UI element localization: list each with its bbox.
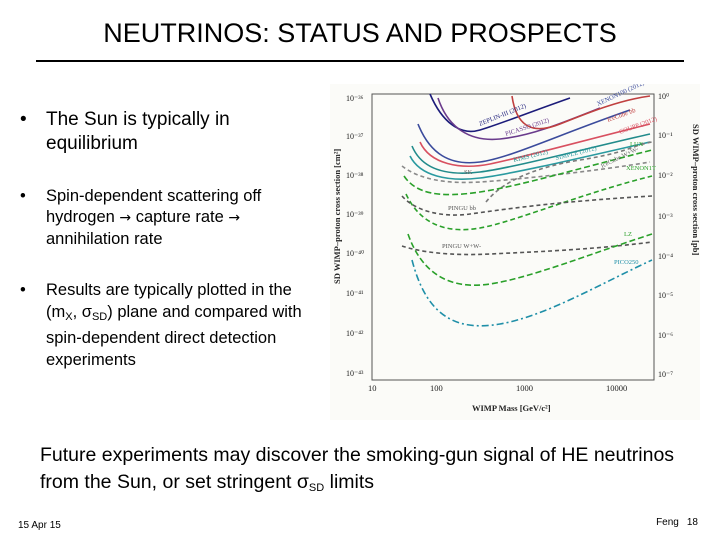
y-right-tick-labels: 10⁰ 10⁻¹ 10⁻² 10⁻³ 10⁻⁴ 10⁻⁵ 10⁻⁶ 10⁻⁷	[658, 92, 673, 379]
bullet-text: The Sun is typically in equilibrium	[46, 109, 230, 154]
arrow-icon: →	[119, 210, 132, 226]
simple-curve	[409, 141, 651, 180]
slide-title: NEUTRINOS: STATUS AND PROSPECTS	[103, 18, 617, 48]
page-number: 18	[686, 517, 698, 528]
y-right-tick-label: 10⁻¹	[658, 131, 673, 140]
pingu-bb-curve	[401, 195, 653, 216]
y-left-tick-label: 10⁻³⁸	[346, 171, 364, 180]
subscript: X	[65, 310, 73, 323]
conclusion-line: limits	[324, 471, 375, 493]
bullet-text: annihilation rate	[46, 230, 163, 248]
x-axis-title: WIMP Mass [GeV/c²]	[472, 403, 551, 413]
bullet-list: • The Sun is typically in equilibrium • …	[20, 108, 320, 371]
bullet-text: capture rate	[131, 208, 229, 226]
y-left-axis-title: SD WIMP–proton cross section [cm²]	[332, 149, 342, 284]
lz-curve	[407, 233, 653, 286]
bullet-dot: •	[20, 281, 26, 299]
y-left-tick-label: 10⁻³⁹	[346, 210, 364, 219]
lz-label: LZ	[624, 231, 632, 238]
super-k-label: SK	[464, 169, 473, 176]
bullet-dot: •	[20, 187, 26, 205]
arrow-icon: →	[228, 210, 241, 226]
lux-label: LUX	[630, 141, 644, 148]
subscript: SD	[91, 310, 108, 323]
title-rule	[36, 60, 684, 62]
icecube-ww-curve	[485, 141, 653, 203]
kims-curve	[411, 133, 651, 174]
pingu-ww-label: PINGU W+W-	[442, 243, 481, 250]
footer-author: Feng	[656, 517, 679, 528]
x-tick-label: 1000	[516, 383, 533, 393]
footer-author-page: Feng 18	[656, 517, 698, 528]
x-tick-label: 10	[368, 383, 377, 393]
bullet-text: Spin-dependent scattering off hydrogen	[46, 187, 262, 226]
sd-exclusion-figure: 10⁻³⁶ 10⁻³⁷ 10⁻³⁸ 10⁻³⁹ 10⁻⁴⁰ 10⁻⁴¹ 10⁻⁴…	[330, 84, 700, 420]
y-left-tick-label: 10⁻⁴¹	[346, 289, 364, 298]
bullet-text: Results are typically plotted in the (m	[46, 281, 292, 321]
y-right-tick-label: 10⁻⁷	[658, 370, 673, 379]
zeplin-curve	[429, 93, 571, 133]
conclusion-text: Future experiments may discover the smok…	[40, 442, 700, 502]
bullet-item: • Spin-dependent scattering off hydrogen…	[20, 186, 320, 250]
y-right-tick-label: 10⁻²	[658, 171, 673, 180]
bullet-item: • Results are typically plotted in the (…	[20, 280, 320, 371]
bullet-text: , σ	[72, 302, 92, 321]
y-right-tick-label: 10⁻⁵	[658, 291, 673, 300]
x-tick-label: 100	[430, 383, 443, 393]
subscript: SD	[308, 482, 325, 494]
conclusion-line: Future experiments may discover the smok…	[40, 444, 675, 493]
xenon-curve	[417, 109, 631, 164]
y-left-tick-label: 10⁻³⁷	[346, 132, 364, 141]
y-right-tick-label: 10⁻⁶	[658, 331, 673, 340]
footer-date: 15 Apr 15	[18, 520, 61, 531]
exclusion-curves	[401, 93, 653, 327]
y-left-tick-label: 10⁻⁴³	[346, 369, 364, 378]
bullet-dot: •	[20, 109, 27, 130]
bullet-item: • The Sun is typically in equilibrium	[20, 108, 320, 156]
plot-frame	[371, 93, 655, 381]
x-tick-labels: 10 100 1000 10000	[368, 383, 627, 393]
pico250-curve	[411, 259, 653, 327]
y-right-tick-label: 10⁻³	[658, 212, 673, 221]
pico250-label: PICO250	[614, 259, 639, 266]
y-left-tick-label: 10⁻³⁶	[346, 94, 364, 103]
y-left-tick-labels: 10⁻³⁶ 10⁻³⁷ 10⁻³⁸ 10⁻³⁹ 10⁻⁴⁰ 10⁻⁴¹ 10⁻⁴…	[346, 94, 364, 378]
y-right-axis-title: SD WIMP–proton cross section [pb]	[691, 124, 700, 255]
x-tick-label: 10000	[606, 383, 627, 393]
figure-background	[330, 84, 700, 420]
coupp-curve	[419, 123, 651, 167]
y-left-tick-label: 10⁻⁴⁰	[346, 249, 364, 258]
y-right-tick-label: 10⁰	[658, 92, 669, 101]
pingu-bb-label: PINGU bb	[448, 205, 476, 212]
ice-bb-curve	[511, 95, 651, 130]
y-left-tick-label: 10⁻⁴²	[346, 329, 364, 338]
xenon1t-curve	[405, 175, 653, 231]
pingu-ww-curve	[401, 241, 653, 256]
y-right-tick-label: 10⁻⁴	[658, 252, 673, 261]
xenon1t-label: XENON1T	[626, 165, 656, 172]
lux-curve	[403, 149, 653, 196]
bullet-text: ) plane and compared with spin-dependent…	[46, 302, 302, 369]
